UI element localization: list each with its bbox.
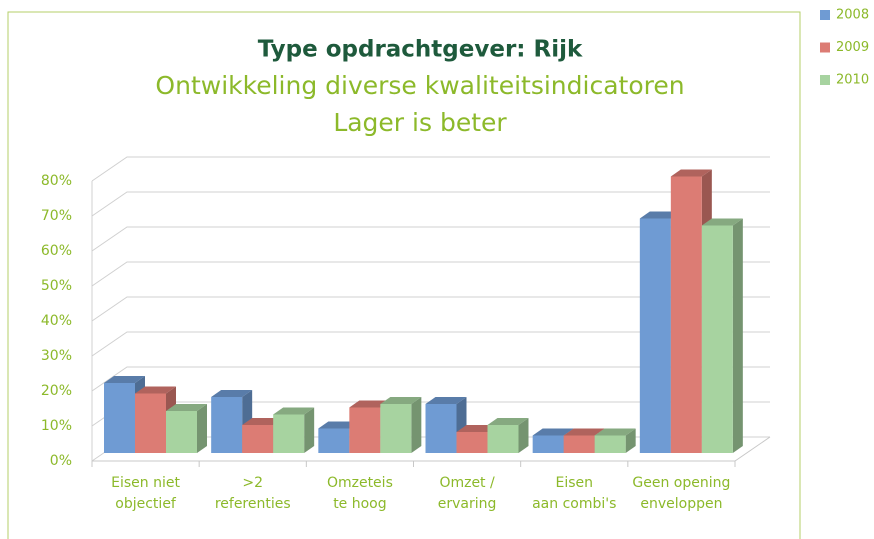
- grid-line: [91, 191, 770, 217]
- x-tick-label: Omzet /: [439, 475, 495, 491]
- bar-face: [518, 418, 529, 453]
- bar-face: [670, 169, 712, 177]
- x-tick-label: Geen opening: [632, 475, 730, 491]
- bar-face: [639, 218, 671, 453]
- y-tick-label: 10%: [41, 418, 72, 434]
- bar-face: [487, 418, 529, 425]
- bar-face: [639, 211, 681, 219]
- x-tick-label: objectief: [115, 496, 177, 512]
- bar-face: [532, 435, 564, 453]
- bar-face: [273, 414, 305, 453]
- x-tick-label: te hoog: [333, 496, 386, 512]
- bar: [487, 418, 529, 453]
- x-tick-label: ervaring: [438, 496, 497, 512]
- x-tick-label: enveloppen: [640, 496, 722, 512]
- bar-face: [211, 390, 253, 397]
- bar: [594, 428, 636, 453]
- bar-face: [166, 411, 197, 453]
- bar-face: [380, 404, 412, 453]
- bar-face: [625, 428, 636, 453]
- bar-face: [456, 425, 498, 432]
- y-tick-label: 0%: [50, 453, 72, 469]
- bar-face: [197, 404, 207, 453]
- bar: [380, 397, 422, 453]
- grid-line: [91, 296, 770, 322]
- bar-face: [104, 383, 135, 453]
- y-tick-label: 30%: [41, 348, 72, 364]
- x-tick-label: referenties: [215, 496, 291, 512]
- y-tick-label: 50%: [41, 278, 72, 294]
- grid-line: [91, 156, 770, 182]
- bar-face: [411, 397, 422, 453]
- grid-line: [91, 226, 770, 252]
- chart-frame: [7, 11, 801, 539]
- bar-face: [104, 376, 145, 383]
- bar-face: [563, 435, 595, 453]
- bar-face: [242, 418, 284, 425]
- chart-subtitle: Ontwikkeling diverse kwaliteitsindicator…: [155, 71, 684, 100]
- bar-face: [670, 176, 702, 453]
- y-tick-label: 20%: [41, 383, 72, 399]
- y-tick-label: 60%: [41, 243, 72, 259]
- x-tick-label: Eisen niet: [111, 475, 180, 491]
- y-tick-label: 80%: [41, 173, 72, 189]
- bar-face: [701, 218, 743, 226]
- bar-face: [135, 386, 176, 394]
- bar-face: [349, 400, 391, 408]
- x-tick-label: aan combi's: [532, 496, 616, 512]
- bar-face: [732, 218, 743, 453]
- x-tick-label: >2: [242, 475, 263, 491]
- y-tick-label: 70%: [41, 208, 72, 224]
- x-tick-label: Omzeteis: [327, 475, 393, 491]
- bar-face: [456, 432, 488, 453]
- x-tick-label: Eisen: [555, 475, 593, 491]
- bar: [701, 218, 743, 453]
- legend-label: 2009: [836, 40, 869, 55]
- bar-face: [701, 225, 733, 453]
- legend-swatch: [820, 42, 830, 53]
- bar-face: [349, 407, 381, 453]
- legend-swatch: [820, 10, 830, 20]
- bar-face: [380, 397, 422, 404]
- chart-subtitle: Lager is beter: [333, 108, 507, 137]
- bar-face: [211, 397, 243, 453]
- bar-face: [487, 425, 519, 453]
- bar-face: [594, 435, 626, 453]
- bar-face: [242, 425, 274, 453]
- bar-face: [425, 397, 467, 404]
- bar-face: [425, 404, 457, 453]
- bar-face: [273, 407, 315, 415]
- bar: [166, 404, 207, 453]
- bar-face: [166, 404, 207, 411]
- chart-title: Type opdrachtgever: Rijk: [258, 37, 583, 63]
- legend-swatch: [820, 75, 830, 85]
- bar-face: [304, 407, 315, 453]
- bar-face: [318, 421, 360, 429]
- bar-face: [532, 428, 574, 436]
- legend-label: 2010: [836, 73, 869, 88]
- grid-line: [91, 331, 770, 357]
- bar-face: [563, 428, 605, 436]
- y-tick-label: 40%: [41, 313, 72, 329]
- bar-face: [318, 428, 350, 453]
- bar: [273, 407, 315, 453]
- legend-label: 2008: [836, 8, 869, 23]
- grid-line: [91, 366, 770, 392]
- bar-face: [594, 428, 636, 436]
- grid-line: [91, 261, 770, 287]
- bar-face: [135, 393, 166, 453]
